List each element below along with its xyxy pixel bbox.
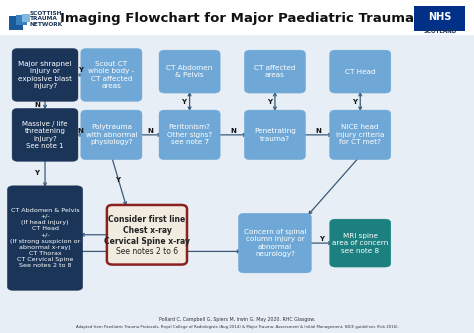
Text: SCOTLAND: SCOTLAND [423, 29, 456, 34]
Text: Polytrauma
with abnormal
physiology?: Polytrauma with abnormal physiology? [86, 124, 137, 146]
Text: CT affected
areas: CT affected areas [254, 65, 296, 78]
Text: CT Abdomen
& Pelvis: CT Abdomen & Pelvis [166, 65, 213, 78]
Text: Y: Y [352, 99, 357, 105]
Text: Y: Y [182, 99, 186, 105]
FancyBboxPatch shape [0, 0, 474, 35]
FancyBboxPatch shape [7, 186, 82, 290]
Text: N: N [148, 128, 154, 134]
FancyBboxPatch shape [414, 6, 465, 31]
Text: MRI spine
area of concern
see note 8: MRI spine area of concern see note 8 [332, 232, 388, 254]
Text: Adapted from Paediatric Trauma Protocols, Royal College of Radiologists (Aug 201: Adapted from Paediatric Trauma Protocols… [75, 325, 399, 329]
Text: NICE head
injury criteria
for CT met?: NICE head injury criteria for CT met? [336, 124, 384, 146]
Text: Concern of spinal
column injury or
abnormal
neurology?: Concern of spinal column injury or abnor… [244, 229, 306, 257]
Text: Y: Y [35, 170, 39, 176]
Text: Scout CT
whole body -
CT affected
areas: Scout CT whole body - CT affected areas [88, 61, 135, 89]
FancyBboxPatch shape [81, 110, 142, 160]
Text: Massive / life
threatening
injury?
See note 1: Massive / life threatening injury? See n… [22, 121, 68, 149]
Text: Y: Y [319, 236, 324, 242]
FancyBboxPatch shape [330, 219, 391, 267]
Text: N: N [230, 128, 236, 134]
Text: CT Abdomen & Pelvis
+/-
(If head injury)
CT Head
+/-
(If strong suspicion or
abn: CT Abdomen & Pelvis +/- (If head injury)… [10, 208, 80, 268]
FancyBboxPatch shape [16, 15, 27, 25]
Text: NHS: NHS [428, 12, 452, 22]
Text: Pollard C, Campbell G, Spiers M, Irwin G. May 2020. RHC Glasgow.: Pollard C, Campbell G, Spiers M, Irwin G… [159, 317, 315, 322]
Text: Y: Y [78, 67, 83, 73]
Text: N: N [78, 128, 83, 134]
FancyBboxPatch shape [245, 110, 305, 160]
FancyBboxPatch shape [159, 50, 220, 93]
Text: Consider first line: Consider first line [109, 214, 185, 223]
Text: SCOTTISH
TRAUMA
NETWORK: SCOTTISH TRAUMA NETWORK [30, 11, 63, 27]
Text: Major shrapnel
injury or
explosive blast
injury?: Major shrapnel injury or explosive blast… [18, 61, 72, 89]
FancyBboxPatch shape [159, 110, 220, 160]
Text: Penetrating
trauma?: Penetrating trauma? [254, 128, 296, 142]
Text: Chest x-ray: Chest x-ray [122, 225, 172, 234]
Text: See notes 2 to 6: See notes 2 to 6 [116, 247, 178, 256]
FancyBboxPatch shape [81, 49, 142, 101]
Text: Peritonism?
Other signs?
see note 7: Peritonism? Other signs? see note 7 [167, 124, 212, 146]
Text: CT Head: CT Head [345, 69, 375, 75]
Text: Y: Y [115, 177, 120, 183]
Text: N: N [316, 128, 321, 134]
Text: N: N [34, 102, 40, 108]
FancyBboxPatch shape [12, 109, 78, 162]
FancyBboxPatch shape [22, 14, 30, 22]
FancyBboxPatch shape [238, 213, 311, 273]
FancyBboxPatch shape [12, 49, 78, 101]
Text: Y: Y [267, 99, 272, 105]
FancyBboxPatch shape [9, 16, 23, 30]
Text: Imaging Flowchart for Major Paediatric Trauma: Imaging Flowchart for Major Paediatric T… [60, 12, 414, 25]
FancyBboxPatch shape [107, 205, 187, 264]
Text: Cervical Spine x-ray: Cervical Spine x-ray [104, 236, 190, 245]
FancyBboxPatch shape [330, 50, 391, 93]
FancyBboxPatch shape [330, 110, 391, 160]
FancyBboxPatch shape [245, 50, 305, 93]
